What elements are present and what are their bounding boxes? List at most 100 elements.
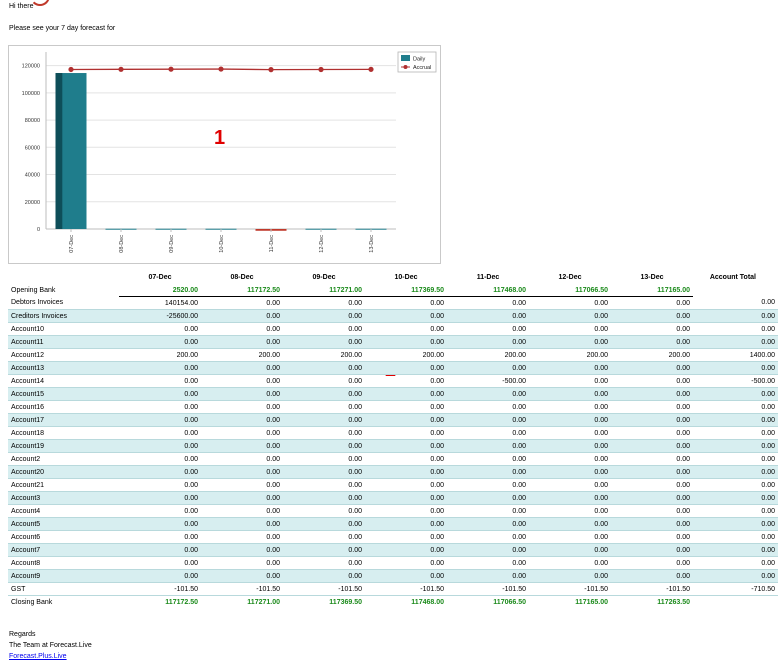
x-tick-label: 07-Dec xyxy=(69,235,75,253)
table-cell: 0.00 xyxy=(119,556,201,570)
table-cell: 200.00 xyxy=(529,348,611,362)
table-cell: 0.00 xyxy=(283,517,365,531)
table-cell: 0.00 xyxy=(529,569,611,583)
table-cell: 0.00 xyxy=(201,530,283,544)
table-cell: 0.00 xyxy=(283,556,365,570)
row-total: 0.00 xyxy=(693,296,778,310)
legend-label-accrual: Accrual xyxy=(413,65,431,71)
table-cell: 0.00 xyxy=(201,322,283,336)
opening-bank-row: Opening Bank 2520.00 117172.50 117271.00 117… xyxy=(8,284,778,297)
table-cell: 0.00 xyxy=(529,530,611,544)
accrual-point xyxy=(168,66,174,72)
table-row: Creditors Invoices -25600.00 0.00 0.00 0.00 0… xyxy=(8,309,778,323)
table-cell: 0.00 xyxy=(119,517,201,531)
table-cell: 0.00 xyxy=(447,504,529,518)
y-tick-label: 20000 xyxy=(25,200,40,206)
table-cell: 0.00 xyxy=(447,439,529,453)
table-cell: 0.00 xyxy=(119,387,201,401)
accrual-point xyxy=(118,66,124,72)
accrual-point xyxy=(368,66,374,72)
daily-bar-shade xyxy=(55,73,63,229)
table-cell: 0.00 xyxy=(201,361,283,375)
header-date: 07-Dec xyxy=(148,274,172,281)
table-cell: 0.00 xyxy=(529,374,611,388)
opening-bank-value: 117468.00 xyxy=(447,284,529,297)
table-row: Account17 0.00 0.00 0.00 0.00 0.00 0.00 0.00 0.0… xyxy=(8,413,778,427)
row-total: 0.00 xyxy=(693,335,778,349)
table-row: Account20 0.00 0.00 0.00 0.00 0.00 0.00 0.00 0.0… xyxy=(8,465,778,479)
row-label: Account18 xyxy=(8,426,119,440)
table-cell: 0.00 xyxy=(283,491,365,505)
row-label: Account15 xyxy=(8,387,119,401)
sign-off-text: Regards xyxy=(9,631,36,638)
y-tick-label: 40000 xyxy=(25,173,40,179)
table-cell: 0.00 xyxy=(283,478,365,492)
row-total: 0.00 xyxy=(693,504,778,518)
table-cell: 0.00 xyxy=(283,504,365,518)
table-cell: 0.00 xyxy=(119,335,201,349)
closing-bank-value: 117165.00 xyxy=(529,595,611,608)
table-row: Account8 0.00 0.00 0.00 0.00 0.00 0.00 0.00 0.00 xyxy=(8,556,778,570)
table-cell: 0.00 xyxy=(201,452,283,466)
table-cell: 0.00 xyxy=(283,426,365,440)
table-cell: 0.00 xyxy=(283,543,365,557)
forecast-link[interactable]: Forecast.Plus.Live xyxy=(9,653,67,660)
table-cell: -500.00 xyxy=(447,374,529,388)
table-cell: 0.00 xyxy=(119,478,201,492)
accrual-point xyxy=(268,67,274,73)
row-total: 0.00 xyxy=(693,452,778,466)
table-cell: 0.00 xyxy=(447,569,529,583)
table-cell: 0.00 xyxy=(611,465,693,479)
table-cell: 0.00 xyxy=(365,543,447,557)
accrual-point xyxy=(68,66,74,73)
table-cell: 0.00 xyxy=(611,569,693,583)
row-total: 0.00 xyxy=(693,556,778,570)
table-row: Account12 200.00 200.00 200.00 200.00 200.00 2… xyxy=(8,348,778,362)
table-row: Account2 0.00 0.00 0.00 0.00 0.00 0.00 0.00 0.00 xyxy=(8,452,778,466)
row-label: Account5 xyxy=(8,517,119,531)
table-cell: 200.00 xyxy=(365,348,447,362)
forecast-table: 07-Dec 08-Dec 09-Dec 10-Dec 11-Dec 12-De… xyxy=(8,271,778,608)
legend-swatch-daily xyxy=(401,55,410,61)
x-tick-label: 09-Dec xyxy=(169,235,175,253)
team-text: The Team at Forecast.Live xyxy=(9,642,92,649)
table-row: Account10 0.00 0.00 0.00 0.00 0.00 0.00 0.00 0.0… xyxy=(8,322,778,336)
annotation-marker-1: 1 xyxy=(214,127,226,149)
row-total: 0.00 xyxy=(693,413,778,427)
table-cell: 0.00 xyxy=(119,491,201,505)
table-cell: 0.00 xyxy=(447,322,529,336)
table-cell: 0.00 xyxy=(611,530,693,544)
table-cell: 0.00 xyxy=(529,543,611,557)
row-label: Account7 xyxy=(8,543,119,557)
table-cell: 0.00 xyxy=(365,452,447,466)
row-total: 0.00 xyxy=(693,569,778,583)
table-cell: 0.00 xyxy=(283,452,365,466)
table-cell: 0.00 xyxy=(201,478,283,492)
table-cell: 0.00 xyxy=(201,543,283,557)
header-account-total: Account Total xyxy=(709,274,756,281)
table-cell: 200.00 xyxy=(283,348,365,362)
row-total: 0.00 xyxy=(693,309,778,323)
table-cell: 0.00 xyxy=(447,491,529,505)
table-cell: 0.00 xyxy=(529,439,611,453)
row-total: 0.00 xyxy=(693,322,778,336)
table-cell: 0.00 xyxy=(447,387,529,401)
table-cell: 0.00 xyxy=(611,335,693,349)
table-cell: 0.00 xyxy=(447,296,529,310)
table-cell: 0.00 xyxy=(365,426,447,440)
table-cell: 0.00 xyxy=(283,374,365,388)
table-header-row: 07-Dec 08-Dec 09-Dec 10-Dec 11-Dec 12-De… xyxy=(8,271,778,284)
row-label: Opening Bank xyxy=(11,286,56,294)
table-cell: -101.50 xyxy=(365,582,447,596)
table-cell: 0.00 xyxy=(201,517,283,531)
table-row: Account5 0.00 0.00 0.00 0.00 0.00 0.00 0.00 0.00 xyxy=(8,517,778,531)
header-date: 11-Dec xyxy=(476,274,500,281)
table-cell: 0.00 xyxy=(365,309,447,323)
table-cell: 0.00 xyxy=(201,309,283,323)
row-total: 0.00 xyxy=(693,491,778,505)
table-cell: 0.00 xyxy=(365,322,447,336)
opening-bank-value: 117066.50 xyxy=(529,284,611,297)
table-cell: 0.00 xyxy=(201,296,283,310)
table-cell: 0.00 xyxy=(119,504,201,518)
table-cell: 0.00 xyxy=(201,569,283,583)
